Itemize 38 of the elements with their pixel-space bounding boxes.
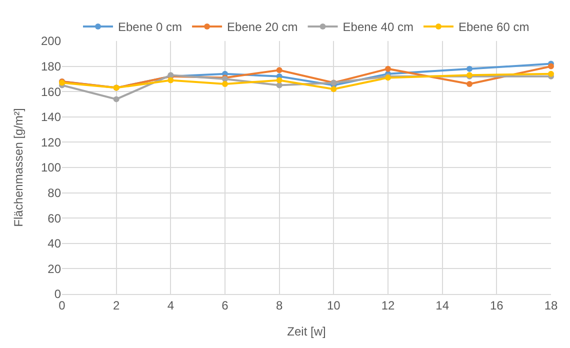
y-tick-label: 20 — [48, 262, 62, 276]
point — [276, 77, 282, 84]
y-tick-label: 120 — [40, 135, 62, 150]
y-tick-label: 40 — [48, 236, 62, 251]
legend-label: Ebene 0 cm — [118, 20, 182, 34]
y-tick-label: 0 — [54, 287, 62, 302]
x-tick-label: 6 — [222, 298, 229, 312]
x-axis-title: Zeit [w] — [287, 324, 326, 338]
legend-label: Ebene 60 cm — [458, 20, 530, 34]
x-tick-label: 12 — [381, 298, 395, 312]
x-tick-label: 2 — [112, 298, 120, 312]
point — [548, 70, 554, 77]
point — [276, 67, 282, 74]
y-tick-label: 160 — [40, 84, 62, 99]
legend-label: Ebene 20 cm — [227, 20, 298, 34]
y-tick-label: 140 — [40, 110, 62, 124]
point — [168, 77, 174, 84]
point — [330, 86, 337, 92]
point — [548, 63, 554, 70]
x-tick-label: 8 — [276, 298, 283, 312]
point — [466, 81, 472, 88]
x-tick-label: 18 — [544, 298, 558, 312]
point — [276, 82, 282, 88]
point — [385, 66, 391, 72]
y-tick-label: 80 — [48, 186, 62, 200]
y-tick-label: 60 — [48, 211, 62, 226]
x-tick-label: 14 — [436, 298, 450, 312]
point — [222, 81, 228, 88]
x-tick-label: 4 — [167, 298, 174, 312]
legend-label: Ebene 40 cm — [342, 20, 414, 34]
y-tick-label: 200 — [40, 34, 62, 48]
y-axis-title: Flächenmassen [g/m²] — [11, 108, 26, 227]
x-tick-label: 10 — [326, 298, 341, 312]
y-tick-label: 180 — [40, 60, 62, 74]
y-tick-label: 100 — [40, 160, 62, 175]
point — [466, 66, 472, 72]
x-tick-label: 16 — [490, 298, 504, 312]
point — [113, 96, 120, 102]
